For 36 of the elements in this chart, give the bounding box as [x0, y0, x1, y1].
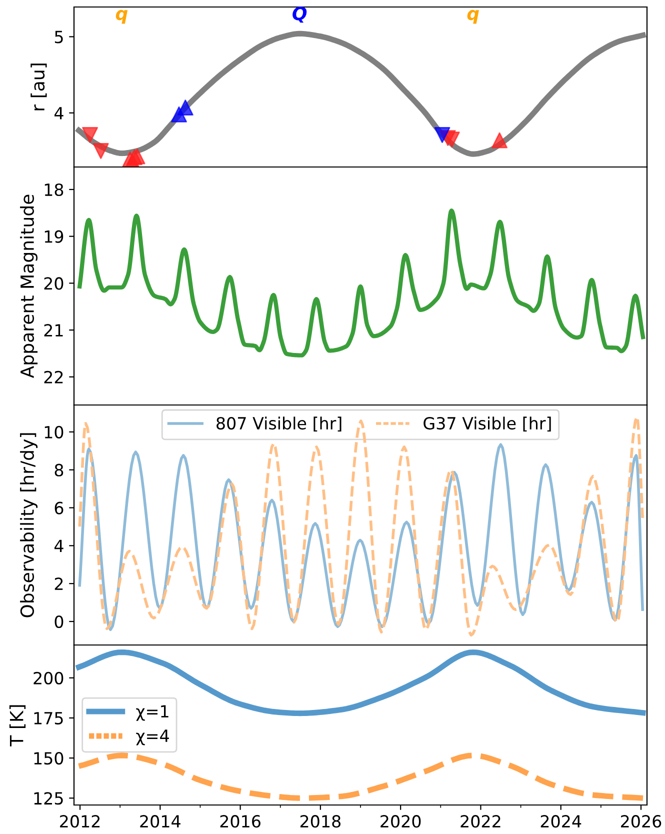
annotation: q	[116, 10, 128, 24]
legend-label: G37 Visible [hr]	[424, 416, 551, 432]
y-tick-label: 19	[44, 230, 64, 243]
y-tick-label: 200	[34, 672, 64, 684]
annotation: q	[467, 10, 479, 24]
y-axis-title: Apparent Magnitude	[20, 194, 38, 378]
y-tick-label: 150	[34, 752, 64, 765]
y-tick-label: 21	[44, 324, 63, 336]
legend-label: χ=1	[136, 705, 168, 721]
y-tick-label: 5	[54, 30, 63, 44]
x-tick-label: 2026	[621, 815, 662, 828]
y-tick-label: 4	[54, 540, 64, 552]
y-axis-title: r [au]	[30, 64, 47, 110]
legend-label: 807 Visible [hr]	[216, 416, 342, 432]
x-tick-label: 2014	[140, 815, 180, 828]
legend-label: χ=4	[136, 730, 169, 746]
y-tick-label: 175	[34, 712, 63, 725]
y-axis-title: T [K]	[9, 705, 26, 746]
y-tick-label: 0	[54, 615, 64, 628]
x-tick-label: 2024	[540, 815, 582, 828]
x-tick-label: 2016	[220, 815, 260, 828]
x-tick-label: 2012	[60, 815, 100, 828]
y-tick-label: 22	[44, 370, 63, 384]
y-tick-label: 4	[54, 107, 64, 120]
y-axis-title: Observability [hr/dy]	[20, 433, 38, 618]
y-tick-label: 125	[34, 792, 63, 805]
y-tick-label: 6	[54, 502, 64, 514]
x-tick-label: 2022	[460, 815, 500, 828]
y-tick-label: 20	[44, 277, 64, 290]
y-tick-label: 18	[44, 183, 64, 196]
y-tick-label: 2	[54, 578, 63, 590]
y-tick-label: 8	[54, 464, 64, 476]
x-tick-label: 2020	[380, 815, 421, 828]
annotation: Q	[292, 6, 307, 23]
y-tick-label: 10	[44, 426, 64, 438]
x-tick-label: 2018	[300, 815, 340, 828]
